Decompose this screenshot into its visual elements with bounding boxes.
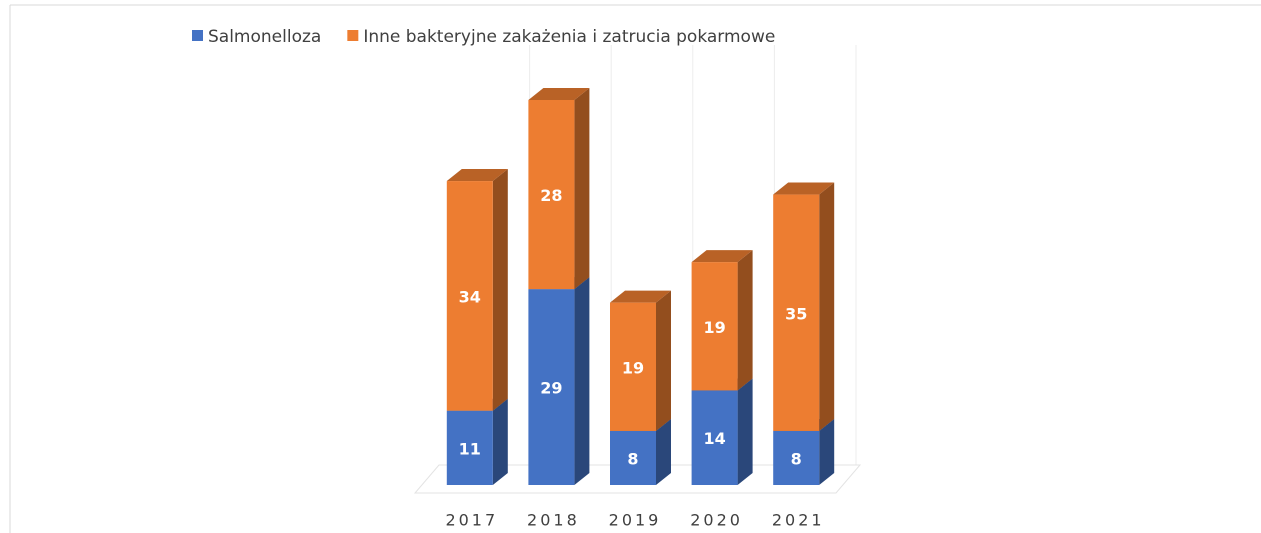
bar-front	[691, 262, 738, 391]
bar-front	[773, 194, 820, 431]
x-tick-label: 2017	[445, 511, 498, 530]
data-label: 28	[540, 186, 562, 205]
bar	[446, 169, 508, 411]
x-tick-label: 2019	[609, 511, 662, 530]
x-tick-label: 2021	[772, 511, 825, 530]
bar-top	[691, 250, 753, 263]
x-tick-label: 2018	[527, 511, 580, 530]
legend-swatch	[192, 30, 203, 41]
floor	[413, 464, 862, 494]
bar-front	[691, 390, 738, 485]
data-label: 11	[459, 439, 481, 458]
bar-side	[492, 398, 508, 485]
bar-front	[446, 181, 493, 411]
legend-swatch	[347, 30, 359, 41]
data-label: 19	[703, 318, 725, 337]
bar-side	[819, 418, 835, 485]
data-label: 19	[622, 358, 644, 377]
bar	[528, 88, 590, 290]
bar-top	[610, 290, 671, 303]
plot: 11 34 29 28 8 19 14 19 8 35	[446, 88, 835, 485]
bar-side	[819, 182, 835, 431]
bar-side	[656, 418, 671, 485]
bar-top	[446, 169, 508, 182]
bar-side	[656, 290, 671, 431]
bar-side	[574, 277, 590, 485]
bar-front	[446, 410, 493, 485]
bar-front	[610, 430, 656, 485]
data-label: 8	[627, 449, 638, 468]
bar-side	[574, 88, 590, 290]
legend-label: Inne bakteryjne zakażenia i zatrucia pok…	[363, 27, 775, 47]
data-label: 35	[785, 304, 807, 323]
data-label: 8	[791, 449, 802, 468]
bar-side	[737, 378, 753, 485]
data-label: 29	[540, 379, 562, 398]
bar-side	[492, 169, 508, 411]
bar-top	[773, 182, 835, 195]
bar-front	[773, 430, 820, 485]
bar	[610, 290, 671, 431]
bar	[691, 250, 753, 391]
bar-front	[528, 100, 575, 290]
data-label: 14	[703, 429, 725, 448]
x-tick-label: 2020	[690, 511, 743, 530]
data-label: 34	[459, 287, 481, 306]
bar-front	[528, 289, 575, 485]
bar-front	[610, 302, 656, 431]
bar	[773, 182, 835, 431]
bar-top	[528, 88, 590, 100]
bar-side	[737, 250, 753, 391]
bar	[691, 378, 753, 485]
legend-label: Salmonelloza	[208, 27, 321, 47]
